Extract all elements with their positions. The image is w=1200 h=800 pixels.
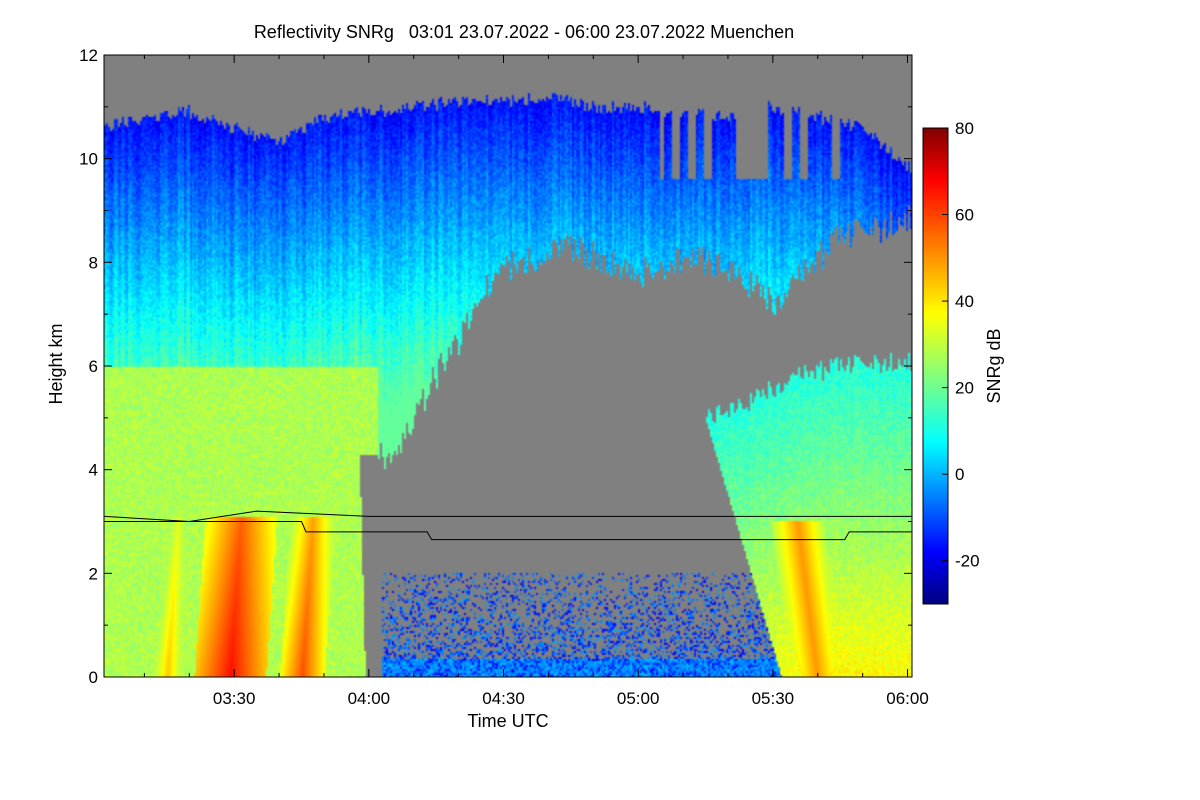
y-tick-label: 10 (79, 150, 98, 169)
x-tick-label: 06:00 (886, 689, 929, 708)
colorbar-label: SNRg dB (984, 328, 1004, 403)
y-tick-label: 2 (89, 564, 98, 583)
colorbar-tick-label: 0 (955, 465, 964, 484)
x-tick-label: 03:30 (213, 689, 256, 708)
x-axis-label: Time UTC (467, 711, 548, 731)
reference-line-line_a (104, 510, 912, 523)
y-tick-label: 12 (79, 46, 98, 65)
y-tick-label: 4 (89, 461, 98, 480)
x-tick-label: 04:30 (482, 689, 525, 708)
x-tick-label: 05:30 (752, 689, 795, 708)
colorbar-tick-label: -20 (955, 552, 980, 571)
x-tick-label: 05:00 (617, 689, 660, 708)
y-axis: 0 2 4 6 8 10 12 (79, 46, 912, 687)
x-axis: 03:30 04:00 04:30 05:00 05:30 06:00 (143, 55, 929, 708)
y-axis-label: Height km (46, 323, 66, 404)
x-tick-label: 04:00 (348, 689, 391, 708)
colorbar: -20 0 20 40 60 80 SNRg dB (922, 119, 1004, 605)
colorbar-tick-label: 40 (955, 292, 974, 311)
plot-area (104, 55, 912, 677)
colorbar-tick-label: 80 (955, 119, 974, 138)
heatmap-image (104, 55, 912, 677)
reference-line-line_b (104, 521, 912, 541)
y-tick-label: 0 (89, 668, 98, 687)
y-tick-label: 6 (89, 357, 98, 376)
colorbar-ticks: -20 0 20 40 60 80 (942, 119, 980, 571)
colorbar-tick-label: 60 (955, 206, 974, 225)
colorbar-tick-label: 20 (955, 379, 974, 398)
reference-lines (104, 510, 912, 541)
chart-title: Reflectivity SNRg 03:01 23.07.2022 - 06:… (253, 22, 795, 42)
colorbar-gradient (922, 127, 949, 605)
y-tick-label: 8 (89, 253, 98, 272)
